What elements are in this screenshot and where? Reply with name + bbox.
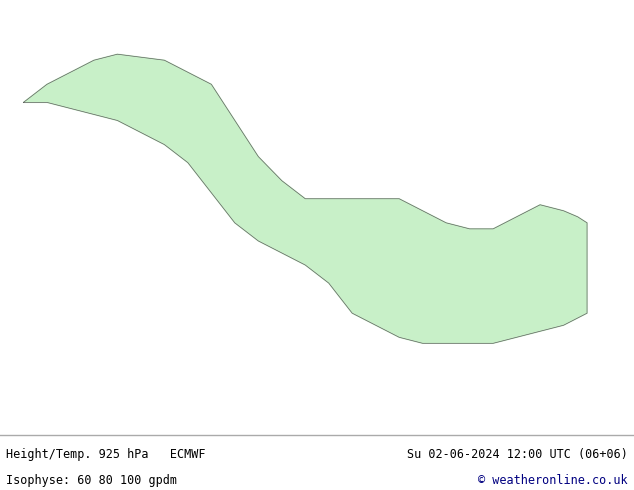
Text: Height/Temp. 925 hPa   ECMWF: Height/Temp. 925 hPa ECMWF [6,448,206,461]
Text: © weatheronline.co.uk: © weatheronline.co.uk [478,474,628,487]
Text: Isophyse: 60 80 100 gpdm: Isophyse: 60 80 100 gpdm [6,474,178,487]
Polygon shape [23,54,587,343]
Text: Su 02-06-2024 12:00 UTC (06+06): Su 02-06-2024 12:00 UTC (06+06) [407,448,628,461]
